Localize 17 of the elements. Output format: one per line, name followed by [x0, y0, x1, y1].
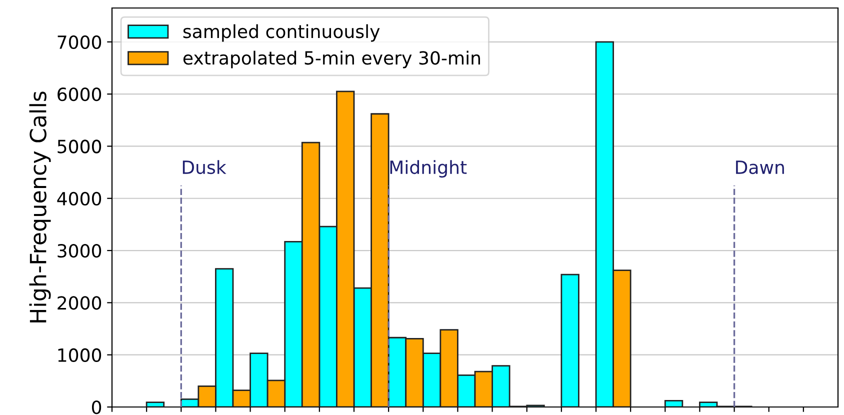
y-tick-label: 1000	[58, 348, 102, 362]
y-tick-label: 5000	[58, 140, 102, 154]
bar	[560, 274, 580, 407]
annotation: Dawn	[736, 160, 784, 174]
y-tick-label: 4000	[57, 192, 102, 206]
y-tick-label: 7000	[58, 35, 102, 50]
y-tick-label: 2000	[58, 296, 102, 310]
legend-label: extrapolated 5-min every 30-min	[183, 50, 480, 68]
bar	[146, 402, 165, 407]
bar	[664, 400, 684, 407]
legend-label: sampled continuously	[183, 24, 380, 42]
y-axis-title: High-Frequency Calls	[29, 92, 51, 322]
y-tick-label: 3000	[58, 244, 102, 258]
y-tick-label: 0	[92, 400, 102, 414]
annotation: Midnight	[390, 160, 467, 178]
annotation: Dusk	[182, 160, 226, 174]
y-tick-label: 6000	[58, 88, 102, 102]
